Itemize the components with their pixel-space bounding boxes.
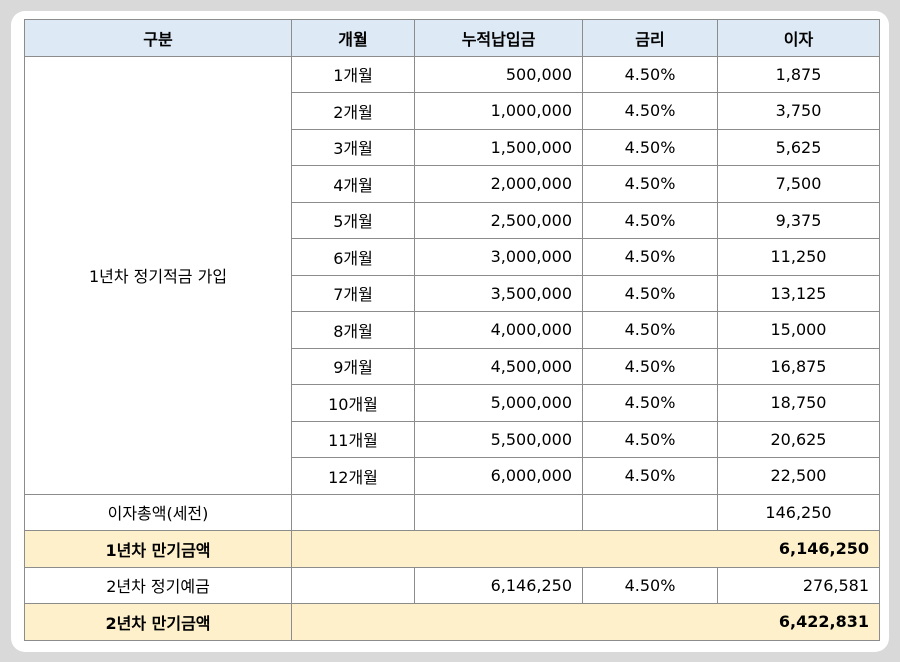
empty-cell bbox=[291, 493, 415, 531]
table-row: 12개월 6,000,000 4.50% 22,500 bbox=[25, 457, 880, 495]
year1-maturity-row: 1년차 만기금액 6,146,250 bbox=[24, 530, 880, 568]
table-row: 5개월 2,500,000 4.50% 9,375 bbox=[25, 201, 880, 239]
interest-cell: 7,500 bbox=[717, 165, 880, 203]
rate-cell: 4.50% bbox=[582, 238, 718, 276]
year2-maturity-row: 2년차 만기금액 6,422,831 bbox=[24, 603, 880, 641]
year2-maturity-value: 6,422,831 bbox=[291, 603, 880, 641]
amount-cell: 3,500,000 bbox=[414, 274, 583, 312]
amount-cell: 1,500,000 bbox=[414, 128, 583, 166]
document-frame: 구분 개월 누적납입금 금리 이자 1년차 정기적금 가입 1개월 500,00… bbox=[11, 11, 889, 652]
rate-cell: 4.50% bbox=[582, 457, 718, 495]
month-cell: 4개월 bbox=[291, 165, 415, 203]
table-row: 3개월 1,500,000 4.50% 5,625 bbox=[25, 128, 880, 166]
table-row: 6개월 3,000,000 4.50% 11,250 bbox=[25, 238, 880, 276]
empty-cell bbox=[291, 566, 415, 604]
amount-cell: 5,000,000 bbox=[414, 384, 583, 422]
month-cell: 11개월 bbox=[291, 420, 415, 458]
table-row: 4개월 2,000,000 4.50% 7,500 bbox=[25, 165, 880, 203]
rate-cell: 4.50% bbox=[582, 92, 718, 130]
interest-cell: 11,250 bbox=[717, 238, 880, 276]
year1-maturity-label: 1년차 만기금액 bbox=[24, 530, 292, 568]
interest-cell: 20,625 bbox=[717, 420, 880, 458]
rate-cell: 4.50% bbox=[582, 128, 718, 166]
interest-total-row: 이자총액(세전) 146,250 bbox=[24, 493, 880, 531]
empty-cell bbox=[414, 493, 583, 531]
year2-deposit-row: 2년차 정기예금 6,146,250 4.50% 276,581 bbox=[24, 566, 880, 604]
amount-cell: 3,000,000 bbox=[414, 238, 583, 276]
rate-cell: 4.50% bbox=[582, 201, 718, 239]
empty-cell bbox=[582, 493, 718, 531]
month-cell: 10개월 bbox=[291, 384, 415, 422]
amount-cell: 4,000,000 bbox=[414, 311, 583, 349]
amount-cell: 6,000,000 bbox=[414, 457, 583, 495]
header-row: 구분 개월 누적납입금 금리 이자 bbox=[24, 19, 880, 57]
header-cumulative-payment: 누적납입금 bbox=[414, 19, 583, 57]
header-month: 개월 bbox=[291, 19, 415, 57]
interest-cell: 1,875 bbox=[717, 55, 880, 93]
month-cell: 3개월 bbox=[291, 128, 415, 166]
interest-cell: 3,750 bbox=[717, 92, 880, 130]
amount-cell: 1,000,000 bbox=[414, 92, 583, 130]
table-row: 8개월 4,000,000 4.50% 15,000 bbox=[25, 311, 880, 349]
amount-cell: 5,500,000 bbox=[414, 420, 583, 458]
rate-cell: 4.50% bbox=[582, 384, 718, 422]
month-cell: 1개월 bbox=[291, 55, 415, 93]
rate-cell: 4.50% bbox=[582, 274, 718, 312]
month-cell: 9개월 bbox=[291, 347, 415, 385]
table-row: 9개월 4,500,000 4.50% 16,875 bbox=[25, 347, 880, 385]
table-row: 7개월 3,500,000 4.50% 13,125 bbox=[25, 274, 880, 312]
interest-cell: 5,625 bbox=[717, 128, 880, 166]
savings-table: 구분 개월 누적납입금 금리 이자 1년차 정기적금 가입 1개월 500,00… bbox=[24, 19, 880, 641]
year2-maturity-label: 2년차 만기금액 bbox=[24, 603, 292, 641]
interest-cell: 15,000 bbox=[717, 311, 880, 349]
month-cell: 5개월 bbox=[291, 201, 415, 239]
rate-cell: 4.50% bbox=[582, 420, 718, 458]
amount-cell: 500,000 bbox=[414, 55, 583, 93]
year2-deposit-interest: 276,581 bbox=[717, 566, 880, 604]
month-cell: 2개월 bbox=[291, 92, 415, 130]
header-category: 구분 bbox=[24, 19, 292, 57]
interest-cell: 13,125 bbox=[717, 274, 880, 312]
table-row: 1년차 정기적금 가입 1개월 500,000 4.50% 1,875 bbox=[24, 55, 880, 495]
interest-cell: 16,875 bbox=[717, 347, 880, 385]
amount-cell: 4,500,000 bbox=[414, 347, 583, 385]
group-label: 1년차 정기적금 가입 bbox=[24, 55, 292, 495]
year2-deposit-label: 2년차 정기예금 bbox=[24, 566, 292, 604]
amount-cell: 2,000,000 bbox=[414, 165, 583, 203]
interest-cell: 18,750 bbox=[717, 384, 880, 422]
interest-cell: 22,500 bbox=[717, 457, 880, 495]
header-rate: 금리 bbox=[582, 19, 718, 57]
year2-deposit-rate: 4.50% bbox=[582, 566, 718, 604]
table-row: 2개월 1,000,000 4.50% 3,750 bbox=[25, 92, 880, 130]
interest-cell: 9,375 bbox=[717, 201, 880, 239]
year1-maturity-value: 6,146,250 bbox=[291, 530, 880, 568]
month-cell: 6개월 bbox=[291, 238, 415, 276]
month-cell: 12개월 bbox=[291, 457, 415, 495]
month-cell: 7개월 bbox=[291, 274, 415, 312]
rate-cell: 4.50% bbox=[582, 55, 718, 93]
amount-cell: 2,500,000 bbox=[414, 201, 583, 239]
month-cell: 8개월 bbox=[291, 311, 415, 349]
interest-total-label: 이자총액(세전) bbox=[24, 493, 292, 531]
rate-cell: 4.50% bbox=[582, 311, 718, 349]
rate-cell: 4.50% bbox=[582, 165, 718, 203]
interest-total-value: 146,250 bbox=[717, 493, 880, 531]
year2-deposit-amount: 6,146,250 bbox=[414, 566, 583, 604]
rate-cell: 4.50% bbox=[582, 347, 718, 385]
header-interest: 이자 bbox=[717, 19, 880, 57]
